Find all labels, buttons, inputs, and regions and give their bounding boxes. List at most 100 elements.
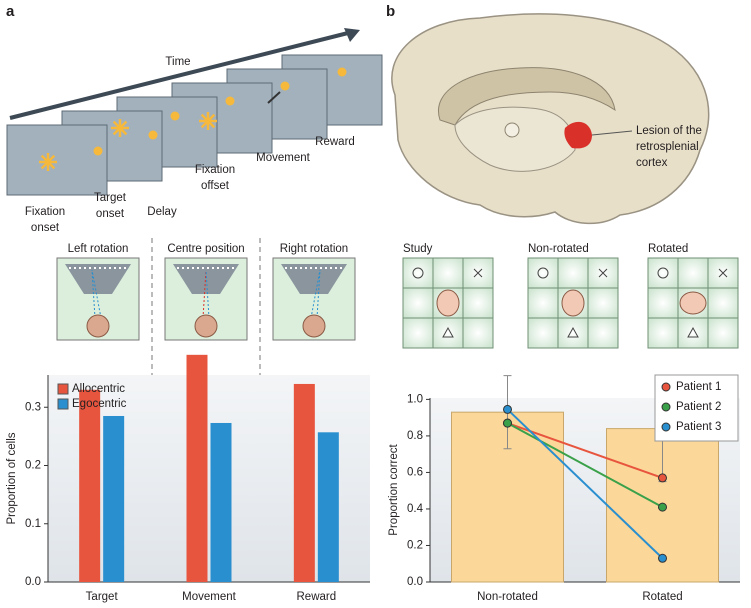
panel-label: a: [6, 3, 15, 20]
grid-cell: [462, 287, 494, 319]
grid-cell: [707, 317, 739, 349]
panel-label: b: [386, 3, 395, 20]
patient-point: [658, 473, 667, 483]
head: [302, 314, 326, 338]
head: [436, 289, 460, 317]
y-tick-label: 0.3: [25, 401, 41, 413]
grid-cell: [402, 257, 434, 289]
layout-label: Non-rotated: [528, 243, 589, 255]
patient-point: [658, 553, 667, 563]
event-label: Fixation: [25, 206, 65, 218]
y-axis-label: Proportion of cells: [6, 432, 18, 524]
grid-cell: [677, 317, 709, 349]
monitor: [281, 264, 347, 294]
target-dot: [148, 130, 158, 140]
y-tick-label: 0.6: [407, 466, 423, 478]
brain-illustration: [391, 13, 710, 225]
patient-point: [503, 418, 512, 428]
annotation: cortex: [636, 157, 668, 169]
head: [194, 314, 218, 338]
y-tick-label: 0.2: [407, 540, 423, 552]
object-circle: [537, 267, 549, 279]
object-triangle: [687, 326, 699, 338]
grid-cell: [647, 317, 679, 349]
gaze: [91, 269, 96, 319]
head: [86, 314, 110, 338]
patient-line: [507, 422, 663, 479]
gaze: [310, 269, 321, 319]
grid-cell: [462, 317, 494, 349]
object-triangle: [567, 326, 579, 338]
grid-cell: [402, 317, 434, 349]
event-label: Target: [94, 192, 127, 204]
bar: [103, 415, 125, 582]
grid-cell: [587, 317, 619, 349]
legend-swatch: [57, 383, 69, 395]
bar: [317, 432, 339, 582]
movement-arrow: [267, 91, 281, 104]
grid-cell: [402, 287, 434, 319]
legend-swatch: [57, 398, 69, 410]
y-axis-label: Proportion correct: [388, 443, 400, 535]
event-label: Reward: [315, 136, 355, 148]
y-tick-label: 0.2: [25, 460, 41, 472]
patient-point: [503, 404, 512, 414]
gaze: [205, 269, 210, 319]
object-cross: [473, 268, 483, 278]
legend-label: Patient 3: [676, 421, 721, 433]
arrow-head: [344, 28, 360, 42]
legend-label: Patient 1: [676, 381, 721, 393]
gaze: [202, 269, 207, 319]
y-tick-label: 0.1: [25, 518, 41, 530]
grid-cell: [677, 257, 709, 289]
target-dot: [93, 146, 103, 156]
annotation: Lesion of the: [636, 125, 702, 137]
gaze: [91, 269, 102, 319]
object-triangle: [442, 326, 454, 338]
object-cross: [598, 268, 608, 278]
head: [561, 289, 585, 317]
x-tick-label: Target: [86, 591, 119, 603]
monitor: [65, 264, 131, 294]
annotation: retrosplenial: [636, 141, 699, 153]
event-label: Fixation: [195, 164, 235, 176]
y-tick-label: 0.8: [407, 430, 423, 442]
x-tick-label: Movement: [182, 591, 236, 603]
patient-line: [506, 408, 664, 559]
condition-label: Right rotation: [280, 243, 348, 255]
grid-cell: [527, 317, 559, 349]
bar: [79, 389, 101, 582]
event-label: onset: [96, 208, 125, 220]
legend-label: Egocentric: [72, 398, 127, 410]
event-label: onset: [31, 222, 60, 234]
legend-marker: [661, 422, 671, 432]
layout-label: Rotated: [648, 243, 688, 255]
target-dot: [280, 81, 290, 91]
grid-cell: [707, 287, 739, 319]
x-tick-label: Non-rotated: [477, 591, 538, 603]
y-tick-label: 0.0: [407, 576, 423, 588]
target-dot: [225, 96, 235, 106]
legend-marker: [661, 382, 671, 392]
event-label: Movement: [256, 152, 310, 164]
condition-label: Left rotation: [68, 243, 129, 255]
legend-marker: [661, 402, 671, 412]
grid-cell: [432, 257, 464, 289]
patient-point: [658, 502, 667, 512]
y-tick-label: 1.0: [407, 393, 423, 405]
condition-label: Centre position: [167, 243, 244, 255]
object-circle: [657, 267, 669, 279]
grid-cell: [587, 257, 619, 289]
grid-cell: [527, 257, 559, 289]
screen: [6, 124, 108, 196]
y-tick-label: 0.4: [407, 503, 424, 515]
fixation-star: [40, 154, 56, 170]
grid-cell: [647, 257, 679, 289]
bar: [293, 383, 315, 582]
grid-cell: [647, 287, 679, 319]
fixation-star: [112, 120, 128, 136]
legend-label: Patient 2: [676, 401, 721, 413]
target-dot: [337, 67, 347, 77]
y-tick-label: 0.0: [25, 576, 41, 588]
monitor: [173, 264, 239, 294]
